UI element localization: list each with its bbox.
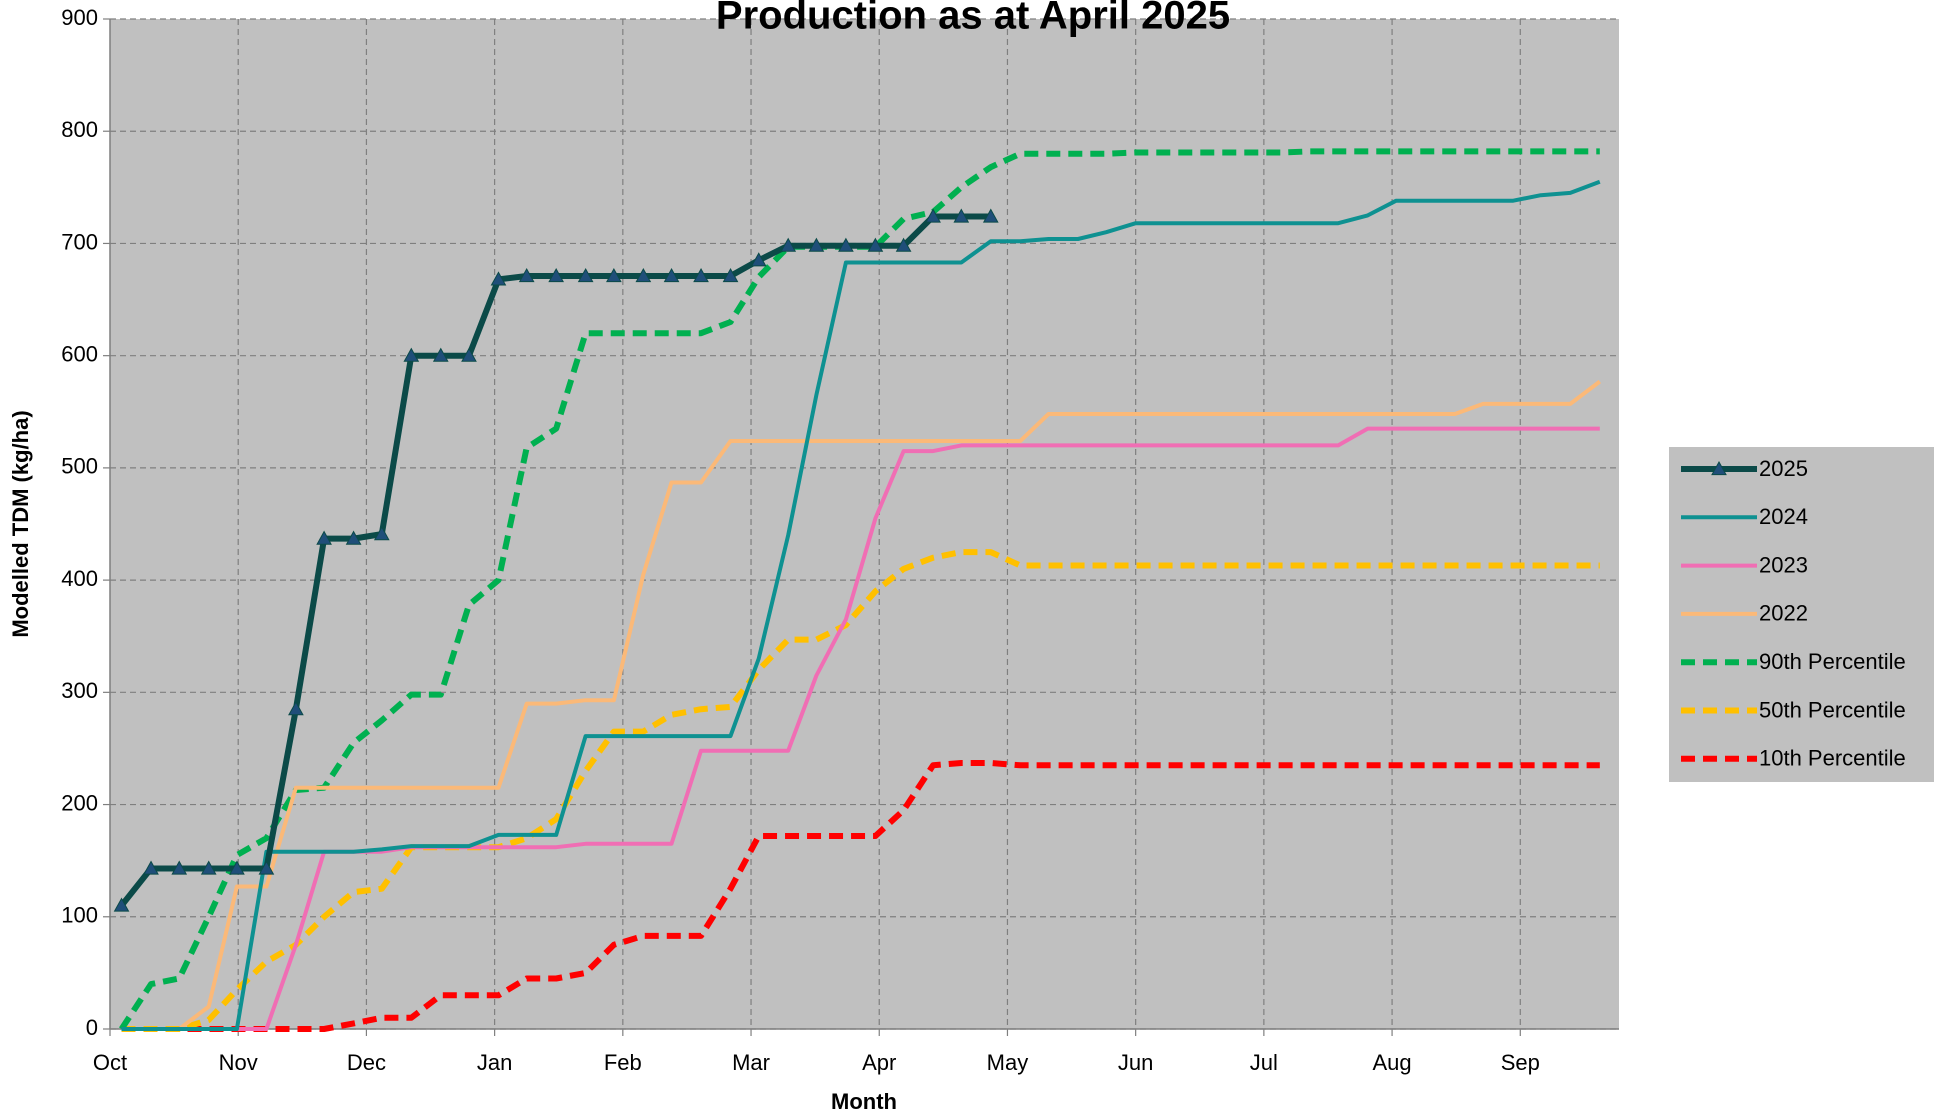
plot-area <box>110 18 1619 1030</box>
data-marker <box>780 237 797 252</box>
y-tick-label: 500 <box>61 454 98 479</box>
x-axis-title: Month <box>831 1089 897 1114</box>
data-marker <box>663 267 680 283</box>
plot-background <box>110 19 1619 1029</box>
data-marker <box>403 347 420 362</box>
legend-label: 2023 <box>1759 552 1808 577</box>
data-marker <box>288 701 304 716</box>
data-marker <box>953 208 970 223</box>
data-marker <box>229 860 245 875</box>
x-tick-label: Jul <box>1250 1050 1278 1075</box>
y-tick-label: 800 <box>61 117 98 142</box>
y-tick-label: 300 <box>61 678 98 703</box>
legend-label: 2022 <box>1759 601 1808 626</box>
data-marker <box>113 897 130 912</box>
series-line <box>121 549 1600 1032</box>
legend-marker <box>1711 460 1727 476</box>
data-marker <box>635 267 652 283</box>
chart-title: Production as at April 2025 <box>716 0 1230 38</box>
y-tick-label: 700 <box>61 229 98 254</box>
x-tick-label: Oct <box>93 1050 127 1075</box>
series-line <box>121 379 1602 1031</box>
data-marker <box>258 860 275 875</box>
legend-label: 90th Percentile <box>1759 649 1906 674</box>
data-marker <box>606 267 622 283</box>
y-tick-label: 400 <box>61 566 98 591</box>
y-axis-title: Modelled TDM (kg/ha) <box>8 410 33 637</box>
y-tick-label: 900 <box>61 5 98 30</box>
y-tick-label: 200 <box>61 790 98 815</box>
legend-label: 50th Percentile <box>1759 697 1906 722</box>
data-marker <box>373 526 390 541</box>
y-tick-label: 100 <box>61 903 98 928</box>
data-marker <box>982 208 999 223</box>
data-marker <box>432 347 449 362</box>
x-tick-label: May <box>987 1050 1029 1075</box>
x-tick-label: Dec <box>347 1050 386 1075</box>
x-tick-label: Nov <box>219 1050 258 1075</box>
data-marker <box>171 860 188 875</box>
series-line <box>121 760 1600 1032</box>
data-marker <box>518 267 535 283</box>
data-marker <box>925 208 941 223</box>
data-marker <box>461 347 477 362</box>
x-tick-label: Jun <box>1118 1050 1153 1075</box>
data-marker <box>808 237 825 252</box>
x-tick-label: Jan <box>477 1050 512 1075</box>
data-marker <box>895 237 912 252</box>
x-tick-label: Sep <box>1501 1050 1540 1075</box>
data-marker <box>200 860 217 875</box>
x-tick-label: Feb <box>604 1050 642 1075</box>
data-marker <box>316 530 332 545</box>
x-tick-label: Aug <box>1372 1050 1411 1075</box>
legend-label: 2025 <box>1759 456 1808 481</box>
y-tick-label: 600 <box>61 341 98 366</box>
x-tick-label: Apr <box>862 1050 896 1075</box>
data-marker <box>548 267 565 283</box>
x-tick-label: Mar <box>732 1050 770 1075</box>
data-marker <box>722 267 739 283</box>
data-marker <box>490 271 507 286</box>
data-marker <box>577 267 594 283</box>
legend-label: 2024 <box>1759 504 1808 529</box>
data-marker <box>345 530 362 545</box>
data-marker <box>867 237 884 252</box>
data-marker <box>750 252 767 267</box>
legend-label: 10th Percentile <box>1759 746 1906 771</box>
series-line <box>121 179 1601 1031</box>
data-marker <box>693 267 709 283</box>
data-marker <box>838 237 854 252</box>
y-tick-label: 0 <box>86 1015 98 1040</box>
data-marker <box>143 860 159 875</box>
